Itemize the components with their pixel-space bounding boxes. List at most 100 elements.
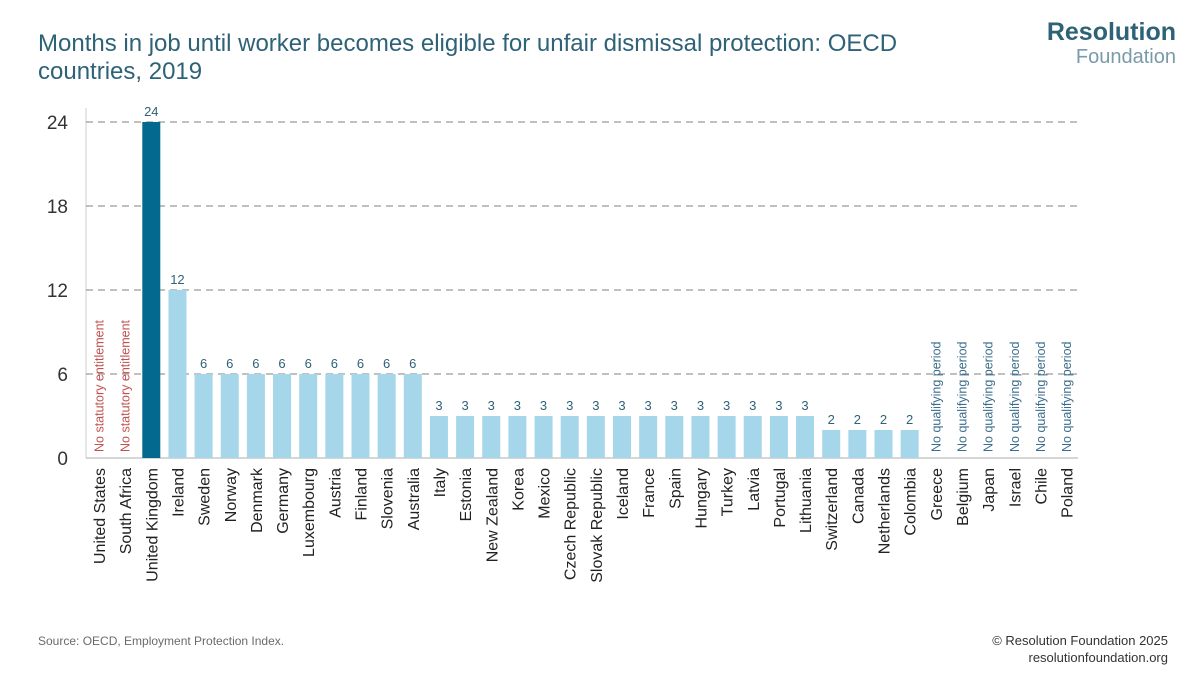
x-tick-label: Chile: [1033, 468, 1050, 505]
data-label: 2: [880, 412, 887, 427]
bar-note: No qualifying period: [982, 341, 996, 452]
data-label: 3: [645, 398, 652, 413]
copyright-line: © Resolution Foundation 2025: [992, 633, 1168, 648]
x-tick-label: Turkey: [720, 468, 737, 516]
x-tick-label: Switzerland: [824, 468, 841, 551]
x-tick-label: United Kingdom: [144, 468, 161, 582]
bar: [900, 430, 919, 458]
x-tick-label: Luxembourg: [301, 468, 318, 557]
x-tick-label: United States: [92, 468, 109, 564]
data-label: 3: [775, 398, 782, 413]
bar: [613, 416, 631, 458]
data-label: 3: [749, 398, 756, 413]
data-label: 6: [252, 356, 259, 371]
bar: [429, 416, 448, 458]
logo-line-1: Resolution: [1046, 18, 1176, 46]
bar: [168, 290, 187, 458]
data-label: 6: [409, 356, 416, 371]
resolution-foundation-logo: Resolution Foundation: [1047, 18, 1176, 68]
bar: [377, 374, 396, 458]
bar: [220, 374, 239, 458]
x-tick-label: Austria: [327, 468, 344, 518]
bar: [194, 374, 213, 458]
bar: [848, 430, 867, 458]
x-tick-label: Belgium: [955, 468, 972, 526]
bar: [586, 416, 605, 458]
data-label: 6: [278, 356, 285, 371]
data-label: 3: [514, 398, 521, 413]
x-tick-label: Japan: [981, 468, 998, 512]
bar: [665, 416, 684, 458]
bar: [273, 374, 292, 458]
data-label: 3: [435, 398, 442, 413]
bar: [299, 374, 318, 458]
data-label: 3: [566, 398, 573, 413]
data-label: 2: [828, 412, 835, 427]
bar-note: No qualifying period: [955, 341, 969, 452]
x-tick-label: Lithuania: [798, 468, 815, 533]
copyright: © Resolution Foundation 2025 resolutionf…: [992, 632, 1168, 666]
y-tick-label: 24: [47, 113, 69, 134]
bar-note: No qualifying period: [1008, 341, 1022, 452]
data-label: 3: [618, 398, 625, 413]
x-tick-label: Netherlands: [877, 468, 894, 554]
y-tick-label: 18: [47, 197, 68, 218]
x-tick-label: Colombia: [903, 468, 920, 536]
data-label: 3: [671, 398, 678, 413]
bar-note: No statutory entitlement: [93, 319, 107, 452]
y-tick-label: 12: [47, 281, 68, 302]
bar-note: No qualifying period: [929, 341, 943, 452]
x-tick-label: Sweden: [197, 468, 214, 526]
x-tick-label: Norway: [223, 468, 240, 522]
x-tick-label: Latvia: [746, 468, 763, 511]
chart-title: Months in job until worker becomes eligi…: [38, 30, 898, 85]
bar: [482, 416, 501, 458]
bar: [822, 430, 841, 458]
data-label: 3: [697, 398, 704, 413]
x-tick-label: Portugal: [772, 468, 789, 528]
source-note: Source: OECD, Employment Protection Inde…: [38, 634, 285, 648]
x-tick-label: Denmark: [249, 467, 266, 533]
bar-note: No qualifying period: [1060, 341, 1074, 452]
bar: [142, 122, 161, 458]
website-line: resolutionfoundation.org: [1028, 650, 1169, 665]
data-label: 3: [488, 398, 495, 413]
x-tick-label: Italy: [432, 468, 449, 497]
bar: [456, 416, 475, 458]
x-tick-label: Poland: [1060, 468, 1077, 518]
bar: [351, 374, 370, 458]
x-tick-label: New Zealand: [484, 468, 501, 562]
x-tick-label: Korea: [510, 468, 527, 511]
y-tick-label: 0: [57, 449, 68, 470]
x-tick-label: Slovenia: [380, 468, 397, 529]
x-tick-label: Spain: [667, 468, 684, 509]
bar: [743, 416, 762, 458]
bar: [639, 416, 658, 458]
bar: [717, 416, 736, 458]
x-tick-label: Czech Republic: [563, 468, 580, 580]
x-tick-label: Israel: [1007, 468, 1024, 507]
y-tick-label: 6: [57, 365, 68, 386]
data-label: 2: [854, 412, 861, 427]
bar: [403, 374, 422, 458]
bar: [691, 416, 710, 458]
x-tick-label: France: [641, 468, 658, 518]
x-tick-label: Germany: [275, 468, 292, 534]
data-label: 6: [383, 356, 390, 371]
x-tick-label: Australia: [406, 468, 423, 530]
data-label: 3: [540, 398, 547, 413]
x-tick-label: Canada: [850, 468, 867, 524]
bar-note: No qualifying period: [1034, 341, 1048, 452]
x-tick-label: Slovak Republic: [589, 468, 606, 583]
data-label: 3: [801, 398, 808, 413]
bar: [796, 416, 815, 458]
bar: [534, 416, 553, 458]
data-label: 6: [331, 356, 338, 371]
x-tick-label: Hungary: [693, 468, 710, 528]
data-label: 6: [200, 356, 207, 371]
bar: [560, 416, 579, 458]
data-label: 2: [906, 412, 913, 427]
x-tick-label: Iceland: [615, 468, 632, 520]
bar: [769, 416, 788, 458]
